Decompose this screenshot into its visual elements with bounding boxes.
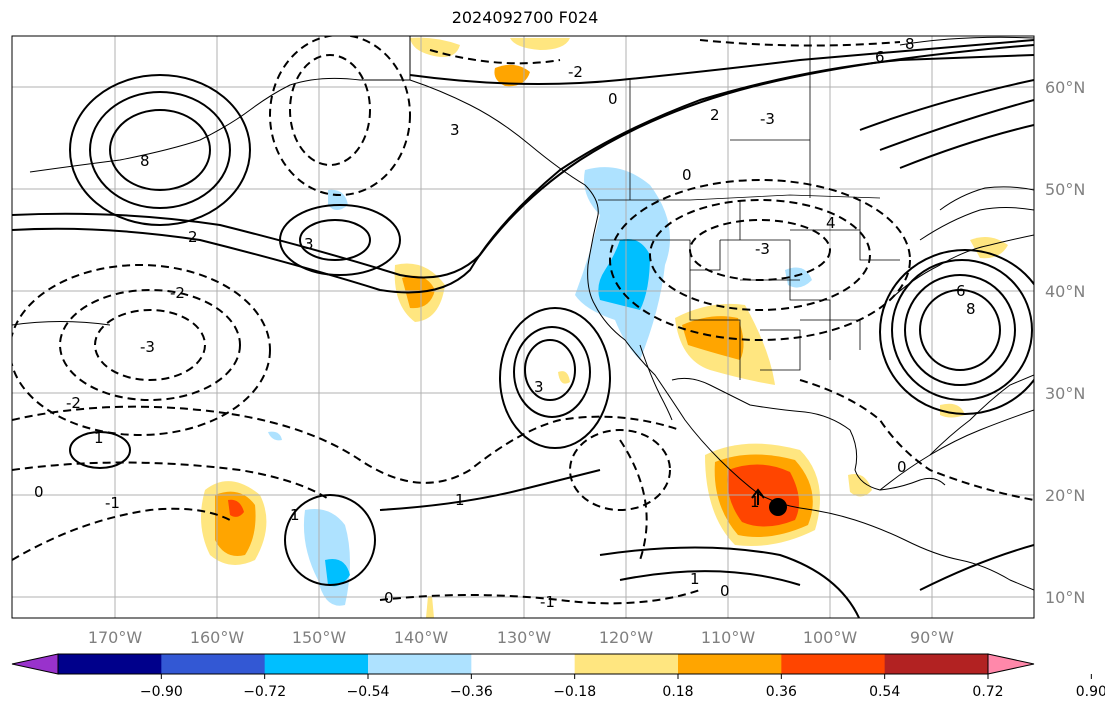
lat-label: 20°N (1045, 486, 1085, 505)
colorbar-tick-label: 0.90 (1076, 684, 1105, 700)
colorbar-swatch (58, 654, 162, 674)
longitude-axis: 170°W 160°W 150°W 140°W 130°W 120°W 110°… (88, 628, 954, 647)
lon-label: 100°W (803, 628, 858, 647)
contour-label: 1 (94, 429, 104, 447)
contours-dashed (12, 36, 1034, 605)
colorbar-swatch (781, 654, 886, 674)
colorbar-tick-label: 0.36 (766, 684, 797, 700)
colorbar-swatch (161, 654, 266, 674)
lon-label: 110°W (701, 628, 756, 647)
colorbar-tick-label: −0.54 (347, 684, 390, 700)
latitude-axis: 60°N 50°N 40°N 30°N 20°N 10°N (1045, 78, 1085, 607)
contours-solid (12, 39, 1034, 618)
contour-label: 2 (710, 106, 720, 124)
contour-label: 1 (455, 491, 465, 509)
lon-label: 90°W (910, 628, 954, 647)
contour-label: 6 (956, 282, 966, 300)
colorbar-swatch (368, 654, 472, 674)
storm-center-marker (751, 488, 787, 516)
contour-label: -1 (540, 593, 555, 611)
contour-label: 1 (750, 493, 760, 511)
contours-thin (12, 36, 1034, 326)
lat-label: 10°N (1045, 588, 1085, 607)
contour-label: 8 (905, 35, 915, 53)
contour-label: 8 (966, 300, 976, 318)
colorbar-swatch (471, 654, 576, 674)
contour-label: 1 (290, 506, 300, 524)
colorbar-tick-label: 0.54 (869, 684, 900, 700)
lat-label: 40°N (1045, 282, 1085, 301)
contour-label: 0 (720, 582, 730, 600)
state-borders (598, 36, 900, 380)
contour-label: 3 (304, 235, 314, 253)
contour-label: 0 (897, 458, 907, 476)
map-area (12, 36, 1034, 618)
colorbar-high-extend (988, 654, 1034, 674)
contour-label: 6 (875, 48, 885, 66)
lat-label: 50°N (1045, 180, 1085, 199)
coastlines (29, 36, 1034, 591)
lon-label: 160°W (190, 628, 245, 647)
contour-label: -2 (170, 284, 185, 302)
lon-label: 130°W (497, 628, 552, 647)
contour-label: 2 (188, 228, 198, 246)
contour-label: 8 (140, 152, 150, 170)
colorbar-tick-label: 0.72 (972, 684, 1003, 700)
lon-label: 170°W (88, 628, 143, 647)
colorbar-tick-label: −0.72 (243, 684, 286, 700)
colorbar-swatch (574, 654, 679, 674)
contour-label: 1 (690, 570, 700, 588)
contour-label: -2 (66, 394, 81, 412)
colorbar-swatch (264, 654, 369, 674)
map-frame (11, 35, 1035, 619)
colorbar-swatch (884, 654, 989, 674)
colorbar-tick-label: 0.18 (662, 684, 693, 700)
contour-label: -3 (755, 240, 770, 258)
contour-label: 0 (608, 90, 618, 108)
contour-label: -2 (568, 63, 583, 81)
contour-label: 0 (682, 166, 692, 184)
lat-label: 60°N (1045, 78, 1085, 97)
lon-label: 140°W (394, 628, 449, 647)
contour-label: -3 (760, 110, 775, 128)
colorbar-tick-label: −0.90 (140, 684, 183, 700)
contour-label: -3 (140, 338, 155, 356)
colorbar-tick-label: −0.18 (553, 684, 596, 700)
contour-labels: -3 -2 -2 -1 -1 0 0 0 0 0 1 1 1 1 1 2 2 -… (34, 35, 976, 611)
contour-label: 0 (384, 589, 394, 607)
colorbar-tick-label: −0.36 (450, 684, 493, 700)
contour-label: 3 (534, 378, 544, 396)
graticule (12, 36, 1034, 618)
colorbar: −0.90 −0.72 −0.54 −0.36 −0.18 0.18 0.36 0.54 0.7… (11, 653, 1105, 700)
contour-label: 0 (34, 483, 44, 501)
contour-label: 3 (450, 121, 460, 139)
contour-label: 4 (826, 214, 836, 232)
colorbar-swatch (678, 654, 782, 674)
lon-label: 120°W (599, 628, 654, 647)
contour-label: -1 (105, 494, 120, 512)
map-title: 2024092700 F024 (451, 8, 599, 27)
colorbar-low-extend (12, 654, 58, 674)
lon-label: 150°W (292, 628, 347, 647)
lat-label: 30°N (1045, 384, 1085, 403)
